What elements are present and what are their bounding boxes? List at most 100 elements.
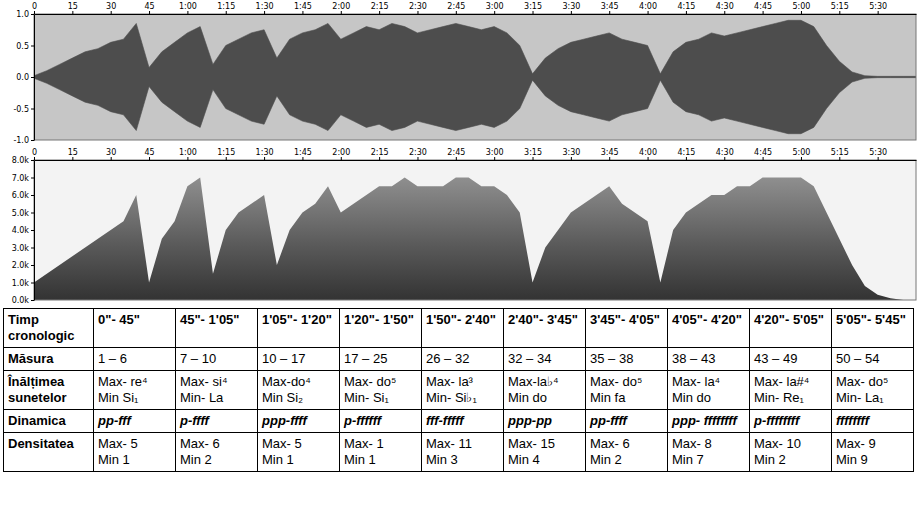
tick: 1:45 (294, 2, 312, 14)
tick-label: 5:30 (869, 148, 887, 157)
tick-label: 3:00 (486, 148, 504, 157)
y-axis: -1.0-0.50.00.51.0 (13, 10, 34, 145)
tick: 1.0 (16, 10, 34, 19)
tick: 4:15 (677, 148, 695, 160)
tick-label: 45 (144, 2, 154, 11)
table-cell: Max- do⁵Min fa (586, 371, 668, 410)
tick-mark (379, 157, 380, 160)
cell-text: fff-fffff (426, 413, 464, 428)
table-cell: 10 – 17 (258, 348, 340, 371)
cell-text: Max-do⁴ (262, 374, 335, 390)
table-cell: 1'20"- 1'50" (340, 309, 422, 348)
cell-text: Densitatea (8, 436, 74, 451)
tick-mark (417, 157, 418, 160)
table-cell: Max- do⁵Min- La₁ (832, 371, 914, 410)
table-cell: p-ffffff (340, 410, 422, 433)
cell-text: 4'20"- 5'05" (754, 312, 824, 327)
cell-text: 10 – 17 (262, 351, 305, 366)
tick: 45 (144, 2, 154, 14)
tick-label: 4:30 (716, 148, 734, 157)
tick-label: 3:45 (601, 2, 619, 11)
tick: 0.0 (16, 73, 34, 82)
tick-label: 6.0k (12, 191, 30, 200)
tick: 7.0k (12, 174, 34, 183)
tick-mark (31, 14, 34, 15)
tick-mark (111, 11, 112, 14)
table-cell: Max- 15Min 4 (504, 433, 586, 472)
cell-text: ppp- ffffffff (672, 413, 737, 428)
cell-text: Min 2 (180, 452, 253, 468)
tick-mark (226, 157, 227, 160)
tick-mark (609, 11, 610, 14)
tick-label: 1.0k (12, 279, 30, 288)
plot-background (34, 14, 916, 140)
table-cell: ffffffff (832, 410, 914, 433)
tick: 4:30 (716, 148, 734, 160)
cell-text: Max- re⁴ (98, 374, 171, 390)
tick-label: 1:00 (179, 2, 197, 11)
table-cell: Max- 9Min 9 (832, 433, 914, 472)
cell-text: Max- si⁴ (180, 374, 253, 390)
tick-mark (571, 11, 572, 14)
tick: 6.0k (12, 191, 34, 200)
table-cell: 3'45"- 4'05" (586, 309, 668, 348)
table-cell: 2'40"- 3'45" (504, 309, 586, 348)
tick: 15 (68, 2, 78, 14)
tick-mark (878, 157, 879, 160)
cell-text: Min Si₂ (262, 390, 335, 406)
tick-mark (341, 11, 342, 14)
tick-mark (648, 157, 649, 160)
tick: 5:30 (869, 2, 887, 14)
cell-text: Măsura (8, 351, 54, 366)
tick-label: 2:00 (332, 2, 350, 11)
tick: 2.0k (12, 261, 34, 270)
cell-text: Max- 15 (508, 436, 581, 452)
tick-mark (31, 140, 34, 141)
tick-mark (533, 11, 534, 14)
tick-mark (31, 265, 34, 266)
tick: 1:30 (256, 148, 274, 160)
tick: 5:15 (831, 2, 849, 14)
cell-text: Min do (672, 390, 745, 406)
tick: 3:00 (486, 2, 504, 14)
cell-text: Min- Re₁ (754, 390, 827, 406)
cell-text: Max- do⁵ (344, 374, 417, 390)
tick-label: 4:00 (639, 148, 657, 157)
tick-mark (264, 11, 265, 14)
row-header: Timp cronologic (4, 309, 94, 348)
cell-text: 1'50"- 2'40" (426, 312, 496, 327)
cell-text: 2'40"- 3'45" (508, 312, 578, 327)
cell-text: ffffffff (836, 413, 869, 428)
tick-mark (456, 11, 457, 14)
tick-mark (31, 230, 34, 231)
spectrum-area (34, 178, 916, 301)
cell-text: 35 – 38 (590, 351, 633, 366)
tick-mark (302, 157, 303, 160)
tick-mark (187, 157, 188, 160)
table-row: Timp cronologic0"- 45"45"- 1'05"1'05"- 1… (4, 309, 914, 348)
plot-background (34, 160, 916, 300)
tick: 4:30 (716, 2, 734, 14)
table-cell: ppp- ffffffff (668, 410, 750, 433)
cell-text: 3'45"- 4'05" (590, 312, 660, 327)
cell-text: Max- 5 (98, 436, 171, 452)
table-cell: 50 – 54 (832, 348, 914, 371)
tick: 5.0k (12, 209, 34, 218)
table-cell: Max- 6Min 2 (586, 433, 668, 472)
cell-text: 26 – 32 (426, 351, 469, 366)
tick: 0.5 (16, 42, 34, 51)
tick-label: 15 (68, 2, 78, 11)
table-cell: 7 – 10 (176, 348, 258, 371)
table-cell: 26 – 32 (422, 348, 504, 371)
tick-label: 5:15 (831, 148, 849, 157)
tick-mark (724, 11, 725, 14)
tick-mark (417, 11, 418, 14)
tick: 3:45 (601, 2, 619, 14)
table-cell: 4'05"- 4'20" (668, 309, 750, 348)
cell-text: ppp-pp (508, 413, 552, 428)
cell-text: Înălțimea sunetelor (8, 374, 67, 405)
tick-label: 4.0k (12, 226, 30, 235)
tick: 4:45 (754, 148, 772, 160)
tick: 4:45 (754, 2, 772, 14)
row-header: Măsura (4, 348, 94, 371)
